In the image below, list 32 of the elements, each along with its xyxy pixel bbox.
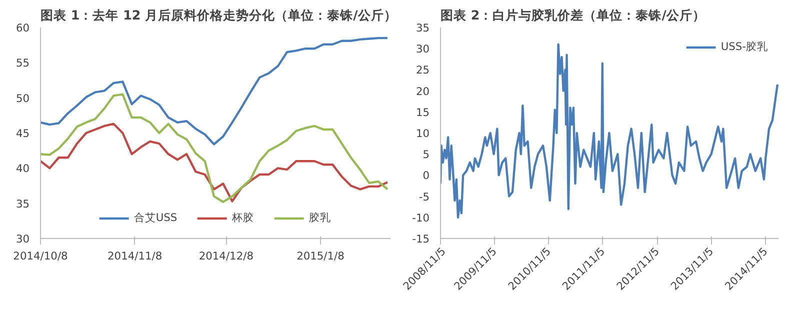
y-tick-label: 35 [16,197,30,210]
y-tick-label: 20 [416,84,430,98]
line-series [40,36,389,146]
legend-label: 胶乳 [309,211,332,225]
y-tick-label: 0 [422,169,430,182]
x-tick-label: 2014/11/8 [108,250,162,262]
y-tick-label: -10 [412,211,430,224]
y-tick-label: 40 [16,162,30,176]
chart-title: 图表 2：白片与胶乳价差（单位：泰铢/公斤） [440,8,706,22]
y-tick-label: 55 [16,56,30,70]
y-tick-label: 60 [16,22,30,34]
y-tick-label: 15 [416,106,430,119]
line-series [40,93,389,204]
y-tick-label: 5 [422,148,430,162]
y-tick-label: 10 [416,127,430,140]
y-tick-label: 45 [16,127,30,140]
x-tick-label: 2014/10/8 [13,250,68,262]
line-series [440,43,778,218]
y-tick-label: 30 [416,42,430,56]
chart-title: 图表 1：去年 12 月后原料价格走势分化（单位：泰铢/公斤） [40,8,397,22]
legend-label: USS-胶乳 [720,40,768,54]
legend-label: 合艾USS [134,211,178,225]
legend-label: 杯胶 [232,211,254,225]
y-tick-label: 50 [16,92,30,105]
y-tick-label: 25 [416,64,430,77]
line-series [40,122,389,202]
y-tick-label: -5 [418,190,430,204]
x-tick-label: 2014/12/8 [198,250,254,262]
y-tick-label: -15 [412,232,430,246]
x-tick-label: 2015/1/8 [296,250,345,262]
y-tick-label: 35 [416,22,430,34]
y-tick-label: 30 [16,232,30,246]
